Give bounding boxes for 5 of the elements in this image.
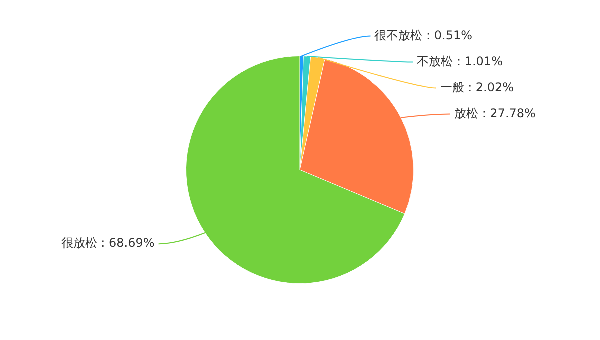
- slice-label: 不放松 : 1.01%: [417, 54, 503, 68]
- slice-label: 很放松 : 68.69%: [61, 236, 155, 250]
- slice-label: 放松 : 27.78%: [454, 106, 536, 120]
- slice-label: 很不放松 : 0.51%: [374, 28, 473, 42]
- slice-label: 一般 : 2.02%: [440, 80, 514, 94]
